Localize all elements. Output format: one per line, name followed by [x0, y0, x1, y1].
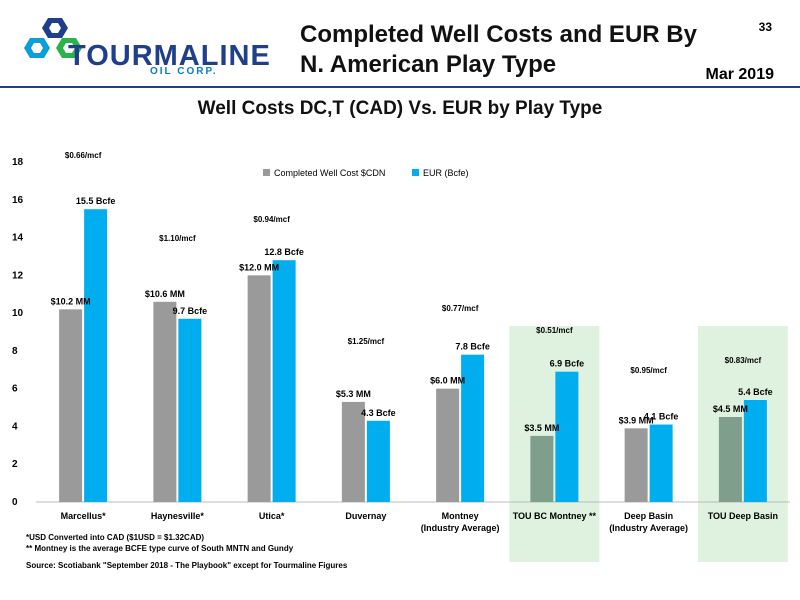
data-label-cost: $4.5 MM [713, 404, 748, 414]
x-category-label: Haynesville* [151, 511, 205, 521]
bar-eur [366, 420, 390, 502]
bar-eur [649, 424, 673, 502]
bar-cost [624, 428, 648, 502]
data-label-eur: 4.1 Bcfe [644, 412, 679, 422]
x-category-label: Utica* [259, 511, 285, 521]
x-category-label: TOU Deep Basin [708, 511, 778, 521]
bar-eur [743, 400, 767, 502]
data-label-eur: 15.5 Bcfe [76, 196, 116, 206]
y-tick-label: 6 [12, 384, 18, 395]
data-label-cost: $5.3 MM [336, 389, 371, 399]
data-label-eur: 7.8 Bcfe [455, 342, 490, 352]
bar-cost [153, 301, 177, 502]
y-tick-label: 4 [12, 421, 18, 432]
slide-title: Completed Well Costs and EUR By N. Ameri… [300, 20, 720, 80]
slide-title-line1: Completed Well Costs and EUR By [300, 21, 697, 48]
page-number: 33 [758, 20, 772, 34]
data-label-eur: 12.8 Bcfe [264, 247, 304, 257]
footnote-source: Source: Scotiabank "September 2018 - The… [26, 561, 348, 570]
cost-per-mcf-label: $1.25/mcf [348, 337, 385, 346]
data-label-eur: 9.7 Bcfe [173, 306, 208, 316]
bar-eur [461, 354, 485, 502]
logo-subtitle: OIL CORP. [150, 66, 218, 77]
bar-cost [247, 275, 271, 502]
x-category-label: Marcellus* [61, 511, 107, 521]
data-label-eur: 6.9 Bcfe [550, 359, 585, 369]
x-category-label: Deep Basin [624, 511, 673, 521]
y-tick-label: 2 [12, 459, 18, 470]
y-tick-label: 18 [12, 157, 24, 168]
bar-cost [718, 417, 742, 502]
y-tick-label: 10 [12, 308, 24, 319]
data-label-eur: 5.4 Bcfe [738, 387, 773, 397]
data-label-cost: $12.0 MM [239, 262, 279, 272]
data-label-cost: $6.0 MM [430, 376, 465, 386]
bar-eur [178, 318, 202, 502]
data-label-cost: $3.9 MM [619, 415, 654, 425]
data-label-eur: 4.3 Bcfe [361, 408, 396, 418]
x-category-label: Montney [442, 511, 479, 521]
x-category-label: Duvernay [345, 511, 386, 521]
cost-per-mcf-label: $0.66/mcf [65, 151, 102, 160]
cost-per-mcf-label: $1.10/mcf [159, 234, 196, 243]
y-tick-label: 8 [12, 346, 18, 357]
data-label-cost: $10.2 MM [51, 296, 91, 306]
footnote-montney: ** Montney is the average BCFE type curv… [26, 544, 294, 553]
highlight-box [697, 326, 788, 562]
x-category-label: (Industry Average) [421, 523, 500, 533]
legend-label-cost: Completed Well Cost $CDN [274, 168, 385, 178]
bar-cost [436, 388, 460, 502]
bar-eur [555, 371, 579, 502]
data-label-cost: $3.5 MM [524, 423, 559, 433]
y-tick-label: 0 [12, 497, 18, 508]
logo-hexagon-icon [24, 18, 82, 58]
logo-wordmark: TOURMALINE [68, 40, 271, 72]
y-tick-label: 14 [12, 233, 24, 244]
cost-per-mcf-label: $0.94/mcf [253, 215, 290, 224]
tourmaline-logo [18, 14, 248, 84]
cost-per-mcf-label: $0.83/mcf [725, 356, 762, 365]
cost-per-mcf-label: $0.51/mcf [536, 326, 573, 335]
legend-swatch-cost [263, 169, 270, 176]
legend-label-eur: EUR (Bcfe) [423, 168, 469, 178]
bar-eur [272, 260, 296, 502]
bar-eur [84, 209, 108, 502]
bar-cost [59, 309, 83, 502]
bar-cost [341, 401, 365, 502]
y-tick-label: 16 [12, 195, 24, 206]
bar-cost [530, 435, 554, 502]
chart-title: Well Costs DC,T (CAD) Vs. EUR by Play Ty… [197, 98, 603, 119]
y-tick-label: 12 [12, 270, 24, 281]
cost-per-mcf-label: $0.77/mcf [442, 304, 479, 313]
footnote-currency: *USD Converted into CAD ($1USD = $1.32CA… [26, 533, 205, 542]
x-category-label: (Industry Average) [609, 523, 688, 533]
bar-chart: 0 2 4 6 8 10 12 14 16 18 Completed Well Cost $CDN E… [12, 151, 790, 562]
legend-swatch-eur [412, 169, 419, 176]
data-label-cost: $10.6 MM [145, 289, 185, 299]
header-divider [0, 86, 800, 88]
x-category-label: TOU BC Montney ** [513, 511, 597, 521]
cost-per-mcf-label: $0.95/mcf [630, 366, 667, 375]
slide-title-line2: N. American Play Type [300, 51, 557, 78]
slide-date: Mar 2019 [705, 66, 775, 83]
highlight-box [509, 326, 600, 562]
